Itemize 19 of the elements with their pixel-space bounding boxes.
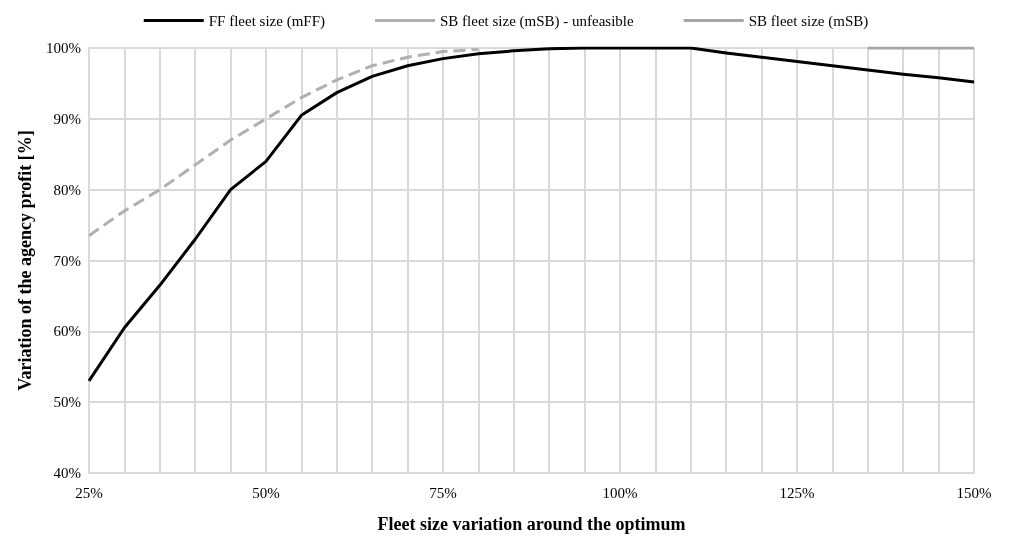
y-tick-label: 40% (53, 465, 81, 481)
x-tick-label: 75% (429, 484, 457, 501)
y-tick-label: 60% (53, 323, 81, 340)
y-axis-title: Variation of the agency profit [%] (15, 130, 35, 391)
y-tick-label: 70% (53, 252, 81, 269)
y-tick-label: 100% (46, 40, 81, 56)
x-tick-label: 100% (602, 484, 638, 501)
line-series (87, 47, 480, 238)
legend-label: FF fleet size (mFF) (208, 12, 325, 30)
x-tick-label: 50% (252, 484, 280, 501)
y-tick-label: 90% (53, 110, 81, 127)
y-tick-label: 80% (53, 181, 81, 198)
legend-label: SB fleet size (mSB) (748, 12, 869, 30)
legend-label: SB fleet size (mSB) - unfeasible (439, 12, 635, 30)
x-tick-label: 150% (956, 484, 992, 501)
x-axis-title: Fleet size variation around the optimum (377, 514, 686, 534)
x-tick-label: 125% (779, 484, 815, 501)
x-tick-label: 25% (75, 484, 103, 501)
y-tick-label: 50% (53, 394, 81, 411)
